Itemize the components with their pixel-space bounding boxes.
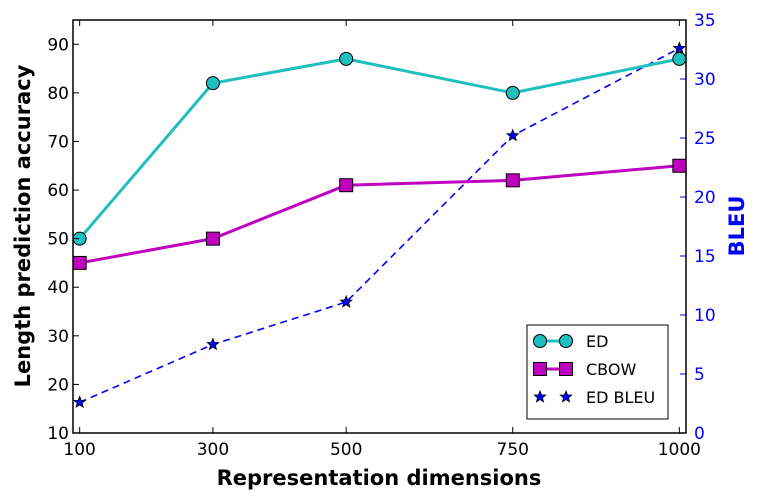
legend-ed-marker-left xyxy=(533,334,547,348)
y-tick-label: 80 xyxy=(47,84,69,104)
legend-ed-bleu-marker-right xyxy=(559,389,573,403)
ed-point xyxy=(339,51,354,66)
ed-bleu-point xyxy=(672,41,687,55)
ticks-layer: 100 300 500 750 1000 10 20 30 40 50 60 70 80 90 0 5 10 15… xyxy=(47,11,715,460)
x-tick-label: 1000 xyxy=(658,440,701,460)
cbow-point xyxy=(205,231,220,246)
y2-tick-label: 15 xyxy=(694,247,716,267)
ed-bleu-point xyxy=(206,337,220,351)
ed-bleu-point xyxy=(72,395,87,409)
y2-tick-label: 35 xyxy=(694,11,716,31)
x-axis-title: Representation dimensions xyxy=(217,466,542,490)
y2-tick-label: 20 xyxy=(694,188,716,208)
y-tick-label: 30 xyxy=(47,327,69,347)
y-axis-title: Length prediction accuracy xyxy=(11,64,35,387)
legend-ed-bleu-label: ED BLEU xyxy=(586,388,655,407)
legend-ed-bleu-markers xyxy=(533,389,573,403)
series-layer xyxy=(72,41,687,409)
x-tick-label: 100 xyxy=(63,440,95,460)
y2-tick-label: 5 xyxy=(694,365,705,385)
y-tick-label: 70 xyxy=(47,132,69,152)
y2-tick-label: 0 xyxy=(694,424,705,444)
y-tick-label: 40 xyxy=(47,278,69,298)
ed-point xyxy=(505,85,520,100)
y-tick-label: 60 xyxy=(47,181,69,201)
y-tick-label: 50 xyxy=(47,230,69,250)
legend-ed-label: ED xyxy=(586,332,608,351)
cbow-point xyxy=(72,255,87,270)
legend-ed-bleu-marker-left xyxy=(533,389,547,403)
y2-axis-title: BLEU xyxy=(725,196,749,257)
legend-cbow-marker-left xyxy=(533,362,547,376)
y-tick-label: 10 xyxy=(47,424,69,444)
cbow-point xyxy=(339,178,354,193)
x-tick-label: 500 xyxy=(330,440,362,460)
legend-cbow-label: CBOW xyxy=(586,360,636,379)
ed-point xyxy=(672,51,687,66)
legend-ed-marker-right xyxy=(559,334,573,348)
y2-tick-label: 30 xyxy=(694,70,716,90)
ed-bleu-series-line xyxy=(79,47,680,404)
y2-tick-label: 25 xyxy=(694,129,716,149)
ed-bleu-point xyxy=(339,294,353,308)
y-tick-label: 20 xyxy=(47,375,69,395)
cbow-point xyxy=(672,158,687,173)
legend-cbow-marker-right xyxy=(559,362,573,376)
x-tick-label: 300 xyxy=(197,440,229,460)
cbow-point xyxy=(505,173,520,188)
y-tick-label: 90 xyxy=(47,35,69,55)
ed-point xyxy=(205,76,220,91)
x-tick-label: 750 xyxy=(497,440,529,460)
plot-frame xyxy=(72,19,687,434)
ed-bleu-point xyxy=(506,128,520,142)
y2-tick-label: 10 xyxy=(694,306,716,326)
legend: ED CBOW ED BLEU xyxy=(526,324,669,420)
